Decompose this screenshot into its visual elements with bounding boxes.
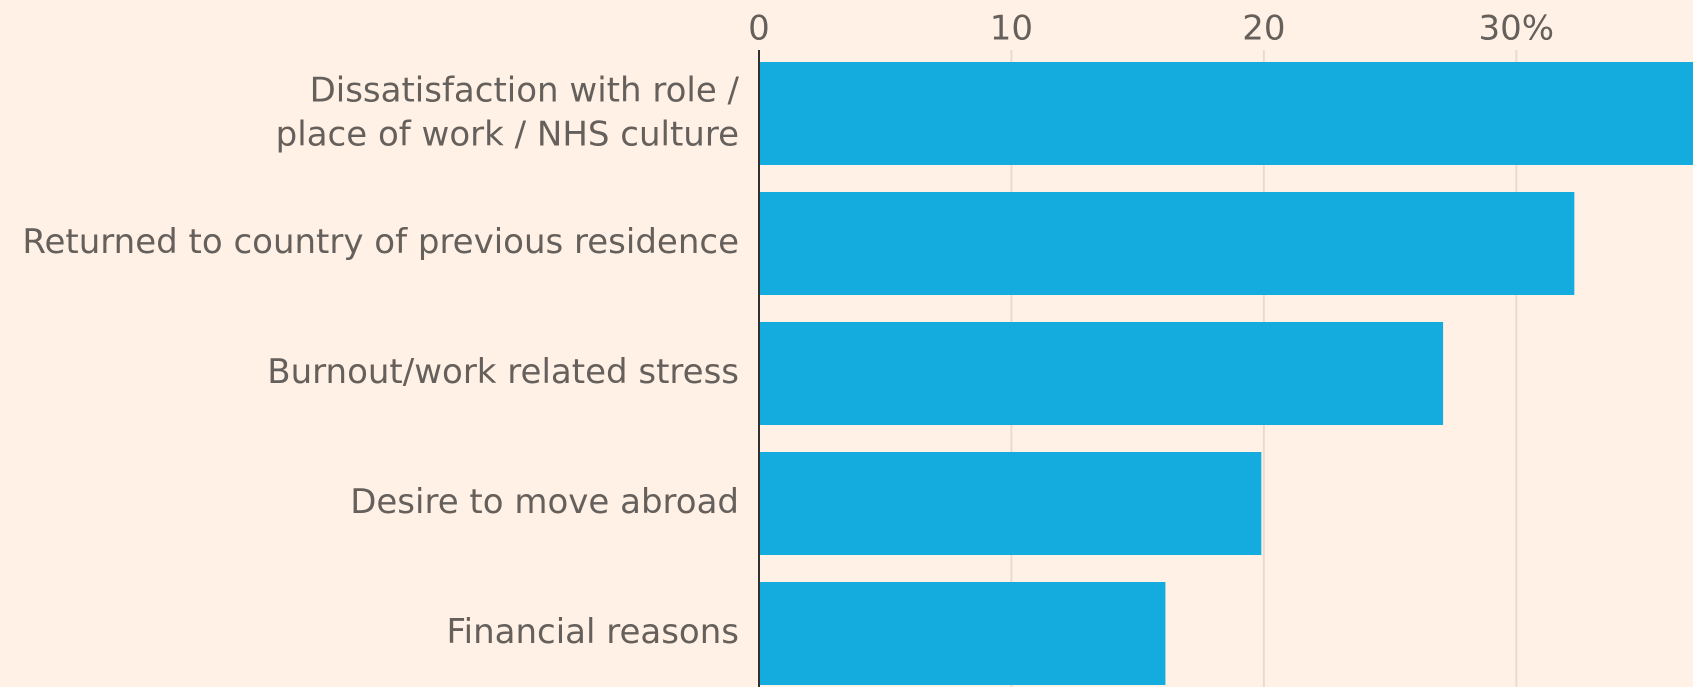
- bar: [759, 582, 1166, 685]
- y-tick-label: Financial reasons: [447, 612, 739, 652]
- x-tick-label: 30%: [1479, 9, 1555, 49]
- y-tick-label: Returned to country of previous residenc…: [22, 222, 739, 262]
- y-tick-label: Desire to move abroad: [350, 482, 739, 522]
- x-tick-label: 0: [748, 9, 770, 49]
- bar: [759, 62, 1693, 165]
- bar: [759, 192, 1575, 295]
- y-tick-label: Dissatisfaction with role / place of work…: [276, 70, 740, 154]
- x-tick-label: 20: [1242, 9, 1285, 49]
- bar: [759, 452, 1262, 555]
- bar: [759, 322, 1444, 425]
- x-tick-label: 10: [990, 9, 1033, 49]
- y-tick-label: Burnout/work related stress: [267, 352, 739, 392]
